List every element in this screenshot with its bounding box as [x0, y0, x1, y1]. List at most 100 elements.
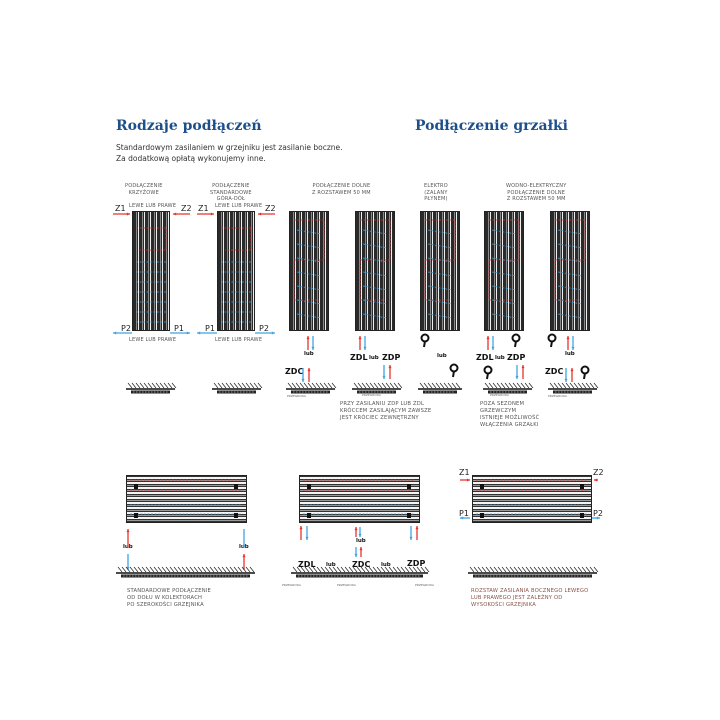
floor-hatch-icon — [296, 574, 423, 578]
floor-hatch-icon — [392, 566, 398, 573]
floor-hatch-icon — [585, 382, 591, 389]
side-z1: Z1 — [459, 468, 470, 477]
floor-hatch-icon — [157, 566, 163, 573]
floor-hatch-icon — [145, 566, 151, 573]
floor-hatch-icon — [125, 566, 131, 573]
floor-hatch-icon — [131, 382, 137, 389]
floor-hatch-icon — [427, 382, 433, 389]
floor-hatch-icon — [340, 566, 346, 573]
intro-line: Za dodatkową opłatą wykonujemy inne. — [116, 154, 266, 163]
floor-hatch-icon — [500, 382, 506, 389]
standard-title: PODŁĄCZENIE STANDARDOWE GÓRA-DÓŁ — [210, 183, 252, 202]
floor-hatch-icon — [353, 382, 359, 389]
floor-hatch-icon — [229, 566, 235, 573]
floor-hatch-icon — [525, 566, 531, 573]
floor-hatch-icon — [292, 566, 298, 573]
arrow-up-red-icon — [359, 547, 363, 551]
arrow-up-red-icon — [258, 212, 262, 216]
arrow-up-red-icon — [388, 365, 392, 369]
arrow-up-red-icon — [126, 212, 130, 216]
floor-hatch-icon — [400, 566, 406, 573]
floor-hatch-icon — [577, 382, 583, 389]
arrow-down-blue-icon — [113, 331, 117, 335]
bottom-zdp: ZDP — [382, 353, 401, 362]
floor-hatch-icon — [173, 566, 179, 573]
arrow-up-red-icon — [594, 478, 598, 482]
bottom-title: PODŁĄCZENIE DOLNE Z ROZSTAWEM 50 MM — [312, 183, 371, 196]
floor-hatch-icon — [549, 382, 555, 389]
floor-hatch-icon — [291, 382, 297, 389]
combo-zdc: ZDC — [545, 367, 564, 376]
floor-hatch-icon — [423, 382, 429, 389]
floor-hatch-icon — [169, 566, 175, 573]
cross-title: PODŁĄCZENIE KRZYŻOWE — [125, 183, 163, 196]
partition-label: PRZEGRODA — [282, 583, 301, 587]
floor-hatch-icon — [497, 566, 503, 573]
floor-hatch-icon — [501, 566, 507, 573]
floor-hatch-icon — [213, 566, 219, 573]
combo-title: WODNO-ELEKTRYCZNY PODŁĄCZENIE DOLNE Z ROZS… — [506, 183, 567, 202]
bottom-note: PRZY ZASILANIU ZDP LUB ZDL KRÓCCEM ZASILA… — [340, 401, 432, 421]
floor-hatch-icon — [439, 382, 445, 389]
floor-hatch-icon — [520, 382, 526, 389]
floor-hatch-icon — [141, 566, 147, 573]
arrow-up-red-icon — [307, 368, 311, 372]
floor-hatch-icon — [557, 382, 563, 389]
hbottom-zdp: ZDP — [407, 559, 426, 568]
arrow-down-blue-icon — [186, 331, 190, 335]
floor-hatch-icon — [577, 566, 583, 573]
floor-hatch-icon — [473, 566, 479, 573]
cross-z2: Z2 — [181, 204, 192, 213]
floor-hatch-icon — [331, 382, 337, 389]
floor-hatch-icon — [431, 382, 437, 389]
arrow-down-blue-icon — [271, 331, 275, 335]
floor-hatch-icon — [561, 382, 567, 389]
floor-hatch-icon — [509, 566, 515, 573]
floor-hatch-icon — [435, 382, 441, 389]
floor-hatch-icon — [589, 566, 595, 573]
hbottom-zdl: ZDL — [298, 560, 316, 569]
floor-hatch-icon — [455, 382, 461, 389]
standard-z2: Z2 — [265, 204, 276, 213]
arrow-up-red-icon — [358, 336, 362, 340]
combo-zdl: ZDL — [476, 353, 494, 362]
floor-hatch-icon — [581, 566, 587, 573]
floor-hatch-icon — [185, 566, 191, 573]
floor-hatch-icon — [233, 382, 239, 389]
floor-hatch-icon — [163, 382, 169, 389]
hbottom-lub: lub — [381, 562, 391, 568]
heater-plug-icon — [547, 333, 557, 343]
floor-hatch-icon — [565, 566, 571, 573]
standard-p1: P1 — [205, 324, 215, 333]
floor-hatch-icon — [573, 566, 579, 573]
floor-hatch-icon — [381, 382, 387, 389]
floor-hatch-icon — [143, 382, 149, 389]
floor-hatch-icon — [137, 566, 143, 573]
floor-hatch-icon — [181, 566, 187, 573]
floor-hatch-icon — [121, 566, 127, 573]
floor-hatch-icon — [217, 390, 256, 394]
side-p2: P2 — [593, 509, 603, 518]
heater-plug-icon — [514, 340, 517, 348]
combo-zdp: ZDP — [507, 353, 526, 362]
floor-hatch-icon — [233, 566, 239, 573]
floor-hatch-icon — [537, 566, 543, 573]
floor-hatch-icon — [565, 382, 571, 389]
arrow-up-red-icon — [173, 212, 177, 216]
floor-hatch-icon — [492, 382, 498, 389]
floor-hatch-icon — [155, 382, 161, 389]
floor-hatch-icon — [419, 382, 425, 389]
intro-line: Standardowym zasilaniem w grzejniku jest… — [116, 143, 343, 152]
floor-hatch-icon — [528, 382, 534, 389]
floor-hatch-icon — [485, 566, 491, 573]
arrow-down-blue-icon — [382, 375, 386, 379]
floor-hatch-icon — [569, 566, 575, 573]
floor-hatch-icon — [245, 382, 251, 389]
floor-hatch-icon — [249, 382, 255, 389]
floor-hatch-icon — [336, 566, 342, 573]
bottom-lub: lub — [369, 355, 379, 361]
floor-hatch-icon — [177, 566, 183, 573]
floor-hatch-icon — [396, 566, 402, 573]
floor-hatch-icon — [201, 566, 207, 573]
